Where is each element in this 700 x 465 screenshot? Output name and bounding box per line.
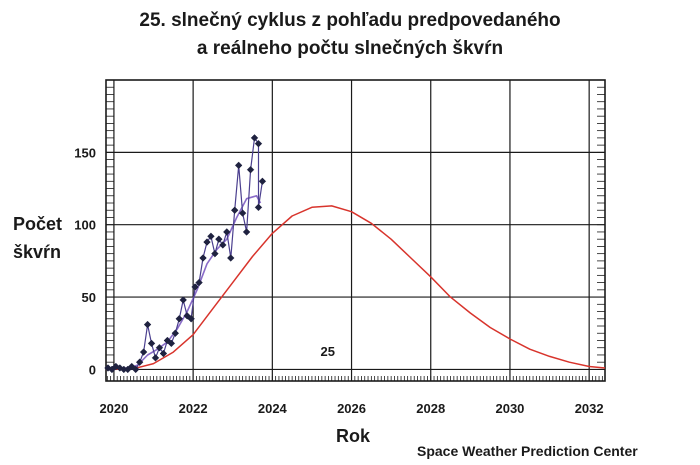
observed-point	[211, 249, 219, 258]
observed-point	[155, 343, 164, 352]
source-credit: Space Weather Prediction Center	[417, 443, 638, 459]
tick-labels: 2020 2022 2024 2026 2028 2030 2032 0 50 100 150	[74, 145, 603, 416]
observed-point	[139, 348, 148, 356]
cycle-annotation: 25	[321, 344, 335, 359]
observed-point	[234, 161, 243, 170]
plot-frame	[105, 79, 606, 382]
y-tick-label: 50	[82, 290, 96, 305]
observed-point	[207, 232, 215, 241]
observed-point	[131, 365, 140, 374]
y-tick-label: 100	[74, 218, 96, 233]
observed-point	[167, 339, 176, 348]
y-axis-label-line-1: Počet	[13, 214, 63, 234]
observed-point	[246, 165, 255, 174]
observed-point	[147, 339, 156, 348]
observed-point	[203, 238, 211, 246]
observed-point	[127, 362, 136, 371]
x-axis-label: Rok	[336, 426, 371, 446]
observed-point	[175, 315, 184, 323]
observed-point	[135, 358, 144, 366]
observed-point	[179, 296, 187, 304]
observed-point	[254, 139, 263, 148]
grid	[105, 79, 606, 382]
y-tick-label: 0	[89, 362, 96, 377]
observed-point	[215, 235, 223, 243]
y-tick-label: 150	[74, 145, 96, 160]
x-tick-label: 2026	[337, 401, 366, 416]
observed-point	[191, 283, 199, 291]
x-tick-label: 2030	[495, 401, 524, 416]
observed-point	[143, 320, 152, 329]
observed-point	[250, 134, 259, 142]
x-tick-label: 2022	[179, 401, 208, 416]
x-tick-label: 2028	[416, 401, 445, 416]
observed-monthly-line	[107, 137, 263, 370]
observed-point	[219, 241, 227, 249]
chart-title-line-1: 25. slnečný cyklus z pohľadu predpovedan…	[139, 10, 561, 31]
predicted-curve	[106, 205, 606, 371]
observed-point	[230, 206, 239, 214]
observed-point	[163, 336, 172, 345]
observed-point	[226, 254, 235, 262]
observed-point	[187, 315, 195, 323]
observed-point	[223, 228, 231, 236]
observed-point	[242, 228, 251, 236]
observed-point	[151, 354, 160, 362]
x-tick-label: 2020	[99, 401, 128, 416]
observed-point	[195, 278, 203, 287]
observed-point	[238, 209, 247, 217]
observed-point	[199, 254, 207, 262]
y-axis-label-line-2: škvŕn	[13, 242, 62, 262]
observed-point	[258, 177, 267, 186]
x-tick-label: 2032	[575, 401, 604, 416]
observed-point	[254, 203, 263, 212]
observed-point	[183, 312, 191, 320]
axis-ticks	[106, 79, 605, 381]
series-group	[104, 134, 606, 374]
observed-point	[159, 349, 168, 358]
observed-point	[171, 329, 180, 337]
observed-point	[112, 362, 120, 371]
chart-title-line-2: a reálneho počtu slnečných škvŕn	[196, 38, 504, 59]
x-tick-label: 2024	[258, 401, 288, 416]
